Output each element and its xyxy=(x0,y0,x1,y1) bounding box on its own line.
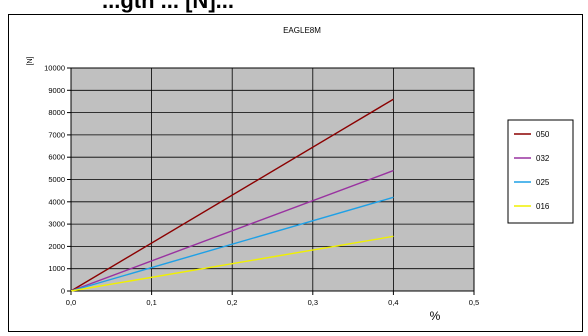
series-line-050 xyxy=(70,98,394,292)
y-tick-label: 6000 xyxy=(48,153,65,162)
y-tick-label: 9000 xyxy=(48,86,65,95)
legend-label-016: 016 xyxy=(536,202,550,211)
x-tick-label: 0,0 xyxy=(66,298,76,307)
legend-label-025: 025 xyxy=(536,178,550,187)
y-tick-label: 1000 xyxy=(48,264,65,273)
x-tick-label: 0,1 xyxy=(146,298,156,307)
chart-title: EAGLE8M xyxy=(283,26,321,35)
y-tick-label: 3000 xyxy=(48,220,65,229)
series-line-032 xyxy=(70,169,394,292)
y-axis-label: [N] xyxy=(27,56,34,65)
y-tick-label: 10000 xyxy=(44,64,65,73)
x-axis-label: % xyxy=(430,309,441,323)
x-tick-label: 0,5 xyxy=(469,298,479,307)
x-tick-labels: 0,0 0,1 0,2 0,3 0,4 0,5 xyxy=(66,291,479,307)
y-tick-label: 0 xyxy=(61,287,65,296)
page-heading: ...gth ... [N]... xyxy=(102,0,234,13)
legend: 050 032 025 016 xyxy=(507,119,574,224)
series-layer xyxy=(70,98,394,292)
y-tick-label: 7000 xyxy=(48,130,65,139)
line-chart: EAGLE8M [N] % 0 1000 2000 3000 4000 5000 6000 7… xyxy=(27,26,574,323)
y-tick-label: 8000 xyxy=(48,108,65,117)
legend-label-050: 050 xyxy=(536,130,550,139)
chart-frame: EAGLE8M [N] % 0 1000 2000 3000 4000 5000 6000 7… xyxy=(8,14,583,332)
y-tick-label: 4000 xyxy=(48,197,65,206)
x-tick-label: 0,2 xyxy=(227,298,237,307)
x-tick-label: 0,3 xyxy=(308,298,318,307)
y-tick-label: 5000 xyxy=(48,175,65,184)
grid-lines xyxy=(71,68,474,291)
legend-label-032: 032 xyxy=(536,154,550,163)
series-line-016 xyxy=(70,235,394,292)
y-tick-labels: 0 1000 2000 3000 4000 5000 6000 7000 8000 9000 100… xyxy=(44,64,71,296)
series-line-025 xyxy=(70,196,394,292)
x-tick-label: 0,4 xyxy=(388,298,398,307)
y-tick-label: 2000 xyxy=(48,242,65,251)
